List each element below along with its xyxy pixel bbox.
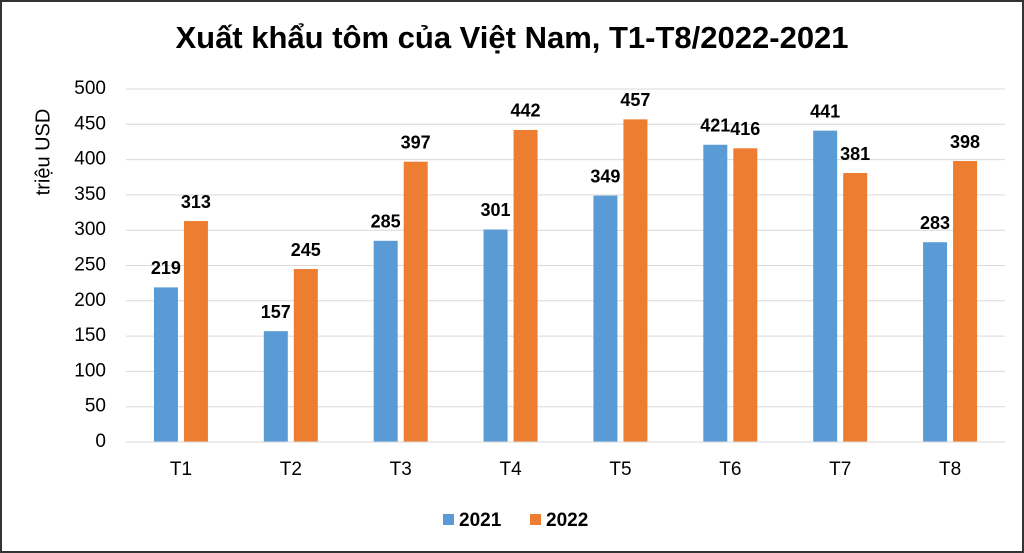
data-label: 381 bbox=[840, 144, 870, 164]
data-label: 398 bbox=[950, 132, 980, 152]
bar bbox=[183, 221, 208, 442]
bar bbox=[593, 195, 618, 442]
data-label: 157 bbox=[261, 302, 291, 322]
bar bbox=[373, 240, 398, 442]
y-axis-label: triệu USD bbox=[32, 109, 54, 196]
y-tick-label: 350 bbox=[74, 184, 106, 205]
data-label: 457 bbox=[620, 90, 650, 110]
y-tick-label: 100 bbox=[74, 360, 106, 381]
y-tick-label: 200 bbox=[74, 290, 106, 311]
bar bbox=[813, 130, 838, 443]
data-label: 416 bbox=[730, 119, 760, 139]
x-tick-label: T2 bbox=[280, 459, 302, 480]
data-label: 397 bbox=[401, 132, 431, 152]
chart-title: Xuất khẩu tôm của Việt Nam, T1-T8/2022-2… bbox=[175, 20, 848, 55]
data-label: 421 bbox=[700, 116, 730, 136]
y-tick-label: 400 bbox=[74, 149, 106, 170]
y-tick-label: 0 bbox=[95, 431, 106, 452]
bar bbox=[153, 287, 178, 442]
legend-label: 2022 bbox=[546, 510, 588, 531]
data-label: 219 bbox=[151, 258, 181, 278]
x-tick-label: T7 bbox=[829, 459, 851, 480]
bar bbox=[733, 148, 758, 442]
y-tick-label: 250 bbox=[74, 255, 106, 276]
bar bbox=[843, 173, 868, 442]
bar bbox=[703, 144, 728, 443]
x-tick-label: T3 bbox=[390, 459, 412, 480]
data-label: 313 bbox=[181, 192, 211, 212]
data-label: 285 bbox=[371, 212, 401, 232]
bar bbox=[953, 161, 978, 442]
x-tick-label: T4 bbox=[499, 459, 522, 480]
x-tick-label: T5 bbox=[609, 459, 631, 480]
data-label: 349 bbox=[590, 166, 620, 186]
data-label: 283 bbox=[920, 213, 950, 233]
y-tick-label: 150 bbox=[74, 325, 106, 346]
bar bbox=[263, 331, 288, 442]
y-tick-label: 450 bbox=[74, 113, 106, 134]
x-tick-label: T6 bbox=[719, 459, 741, 480]
bar bbox=[403, 161, 428, 442]
data-label: 442 bbox=[511, 101, 541, 121]
legend-swatch bbox=[443, 514, 454, 525]
y-tick-label: 500 bbox=[74, 78, 106, 99]
legend-swatch bbox=[530, 514, 541, 525]
y-tick-label: 50 bbox=[85, 396, 106, 417]
data-label: 441 bbox=[810, 101, 840, 121]
bar bbox=[483, 229, 508, 442]
bar bbox=[923, 242, 948, 442]
legend-label: 2021 bbox=[459, 510, 502, 531]
x-tick-label: T1 bbox=[170, 459, 192, 480]
data-label: 245 bbox=[291, 240, 321, 260]
bar bbox=[623, 119, 648, 442]
bar bbox=[513, 129, 538, 442]
y-tick-label: 300 bbox=[74, 219, 106, 240]
bar bbox=[293, 269, 318, 442]
x-tick-label: T8 bbox=[939, 459, 961, 480]
data-label: 301 bbox=[481, 200, 511, 220]
